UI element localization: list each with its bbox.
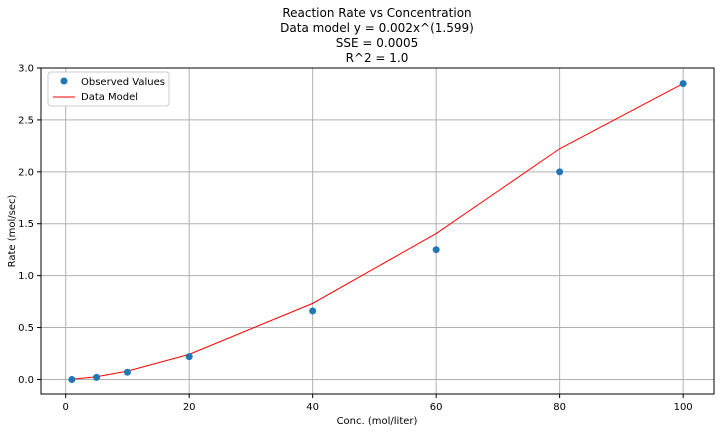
legend-label-model: Data Model [81,92,138,103]
data-point-observed [309,307,317,315]
legend-box [47,71,170,107]
y-axis-label: Rate (mol/sec) [7,195,18,268]
y-tick-label: 0.0 [18,375,34,386]
chart-title: Reaction Rate vs Concentration Data mode… [280,6,474,65]
x-tick-label: 80 [553,402,566,413]
y-tick-label: 2.5 [18,115,34,126]
x-tick-label: 100 [674,402,693,413]
x-tick-label: 20 [183,402,196,413]
title-line-2: Data model y = 0.002x^(1.599) [280,21,474,35]
data-point-observed [123,368,131,376]
series-layer [68,80,687,383]
data-point-observed [556,168,564,176]
data-point-observed [679,80,687,88]
title-line-4: R^2 = 1.0 [346,51,409,65]
y-tick-label: 2.0 [18,167,34,178]
x-tick-label: 60 [430,402,443,413]
legend-marker-observed [60,77,68,85]
title-line-3: SSE = 0.0005 [336,36,419,50]
x-axis: 0 20 40 60 80 100 [63,394,693,413]
y-tick-label: 1.0 [18,271,34,282]
data-point-observed [185,353,193,361]
title-line-1: Reaction Rate vs Concentration [282,6,471,20]
plot-area [41,68,714,394]
series-line-data-model [71,83,684,380]
x-tick-label: 0 [63,402,69,413]
y-tick-label: 3.0 [18,64,34,75]
y-tick-label: 1.5 [18,219,34,230]
y-axis: 0.0 0.5 1.0 1.5 2.0 2.5 3.0 [18,64,41,386]
legend: Observed Values Data Model [47,71,170,107]
x-tick-label: 40 [306,402,319,413]
x-axis-label: Conc. (mol/liter) [337,416,418,427]
legend-label-observed: Observed Values [81,77,165,88]
data-point-observed [432,246,440,254]
plot-frame [40,67,715,395]
y-tick-label: 0.5 [18,323,34,334]
data-point-observed [93,373,101,381]
data-point-observed [68,375,76,383]
